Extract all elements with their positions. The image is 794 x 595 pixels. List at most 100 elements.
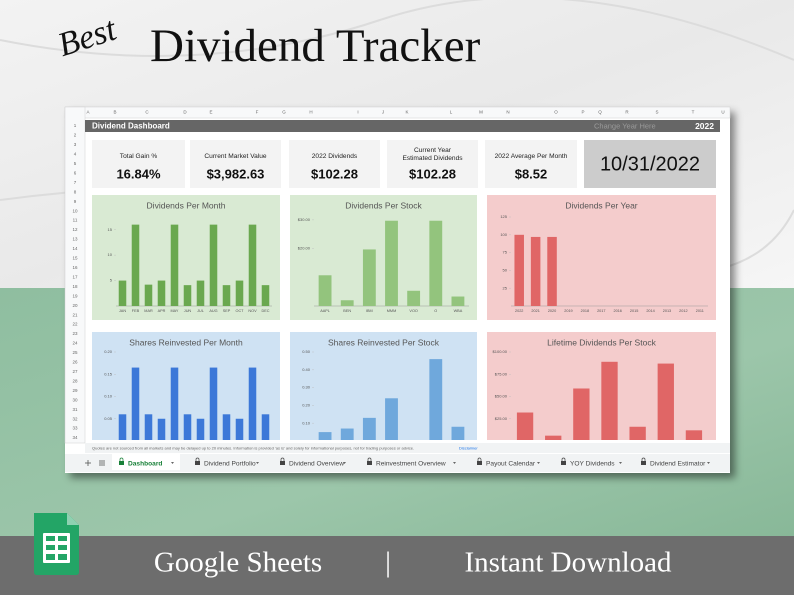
bar [530, 236, 541, 306]
bar [547, 236, 557, 306]
bar [545, 435, 562, 440]
bar [196, 280, 205, 306]
bar [516, 412, 534, 440]
chart: Dividends Per Stock $20.00 $30.00 AAPL BEN IB… [290, 195, 477, 320]
y-tick-label: 0.10 [104, 394, 113, 399]
x-tick-label: 2014 [646, 309, 654, 313]
bar [131, 224, 140, 306]
row-number: 14 [72, 246, 78, 251]
column-letter: L [450, 110, 453, 115]
add-sheet-button[interactable] [85, 460, 91, 466]
y-tick-label: $75.00 [495, 371, 508, 376]
column-letter: C [145, 110, 149, 115]
x-tick-label: VOO [409, 309, 417, 313]
row-number: 30 [72, 397, 78, 402]
tab-bar [65, 454, 730, 472]
column-letter: N [506, 110, 509, 115]
row-number: 3 [74, 142, 77, 147]
y-tick-label: 50 [503, 267, 508, 272]
bar [385, 398, 398, 440]
bar [407, 290, 421, 306]
bar [340, 300, 354, 306]
sheet-tab[interactable]: Dashboard [128, 460, 162, 467]
tab-dropdown [537, 462, 540, 464]
bar [657, 363, 674, 440]
chart: Shares Reinvested Per Month 0.05 0.10 0.15 0… [92, 332, 280, 440]
all-sheets-button[interactable] [99, 460, 105, 466]
sheet-tab[interactable]: Dividend Estimator [650, 460, 706, 467]
kpi-value: 16.84% [116, 166, 161, 181]
bar [261, 414, 270, 440]
icon-cell [46, 554, 55, 560]
column-letter: I [357, 110, 358, 115]
row-number: 26 [72, 360, 78, 365]
column-letter: S [655, 110, 658, 115]
bar [222, 285, 231, 306]
bar [157, 418, 166, 440]
lock-shackle [195, 457, 200, 461]
row-number: 15 [72, 256, 78, 261]
chart-panel [487, 195, 716, 320]
x-tick-label: 2011 [696, 309, 704, 313]
column-letter: H [309, 110, 312, 115]
active-tab[interactable] [112, 454, 180, 470]
date-card [584, 140, 716, 188]
row-number: 10 [72, 208, 78, 213]
lock-icon [477, 461, 482, 465]
column-letter: F [256, 110, 259, 115]
sheet-tab[interactable]: Dividend Overview [289, 460, 344, 467]
lock-shackle [641, 457, 646, 461]
y-tick-label: 0.30 [302, 385, 311, 390]
bar [514, 234, 524, 306]
sheet-tab[interactable]: Reinvestment Overview [376, 460, 446, 467]
bar [170, 224, 179, 306]
chart-panel [290, 195, 477, 320]
tab-dropdown [453, 462, 456, 464]
kpi-value: $8.52 [515, 166, 548, 181]
row-number: 2 [74, 133, 77, 138]
row-number: 19 [72, 293, 78, 298]
row-number: 29 [72, 388, 78, 393]
x-tick-label: JUN [184, 309, 192, 313]
chart: Dividends Per Year 25 50 75 100 125 2022 2021 20… [487, 195, 716, 320]
sheet-tab[interactable]: YOY Dividends [570, 460, 615, 467]
y-tick-label: 75 [503, 250, 508, 255]
x-tick-label: MMM [387, 309, 397, 313]
sheet-tab[interactable]: Payout Calendar [486, 460, 536, 467]
kpi-label: Total Gain % [120, 153, 158, 160]
y-tick-label: 125 [500, 214, 507, 219]
y-tick-label: 100 [500, 232, 507, 237]
x-tick-label: JUL [197, 309, 204, 313]
x-tick-label: 2018 [581, 309, 589, 313]
row-number: 6 [74, 170, 77, 175]
x-tick-label: 2013 [663, 309, 671, 313]
kpi-card [190, 140, 281, 188]
chart-title: Shares Reinvested Per Month [129, 337, 243, 347]
row-number: 34 [72, 435, 78, 440]
row-number: 5 [74, 161, 77, 166]
column-letter: O [554, 110, 558, 115]
kpi-label: 2022 Dividends [312, 153, 358, 160]
year-cell[interactable]: 2022 [695, 121, 714, 131]
kpi-label: Current Year Estimated Dividends [402, 147, 463, 162]
lock-icon [195, 461, 200, 465]
bar [340, 428, 354, 440]
lock-icon [367, 461, 372, 465]
row-number: 24 [72, 341, 78, 346]
bar [248, 367, 257, 440]
bar [118, 414, 127, 440]
disclaimer-link[interactable]: Disclaimer [459, 446, 478, 451]
x-tick-label: DEC [261, 309, 269, 313]
kpi-card [289, 140, 380, 188]
y-tick-label: 0.10 [302, 420, 311, 425]
row-number: 31 [72, 407, 78, 412]
bar [685, 430, 703, 440]
sheet-tab[interactable]: Dividend Portfolio [204, 460, 256, 467]
column-letter: G [282, 110, 286, 115]
bar [144, 284, 153, 306]
disclaimer: Quotes are not sourced from all markets … [92, 446, 414, 451]
icon-cell [46, 536, 55, 541]
y-tick-label: 15 [108, 227, 113, 232]
row-number: 21 [72, 312, 78, 317]
